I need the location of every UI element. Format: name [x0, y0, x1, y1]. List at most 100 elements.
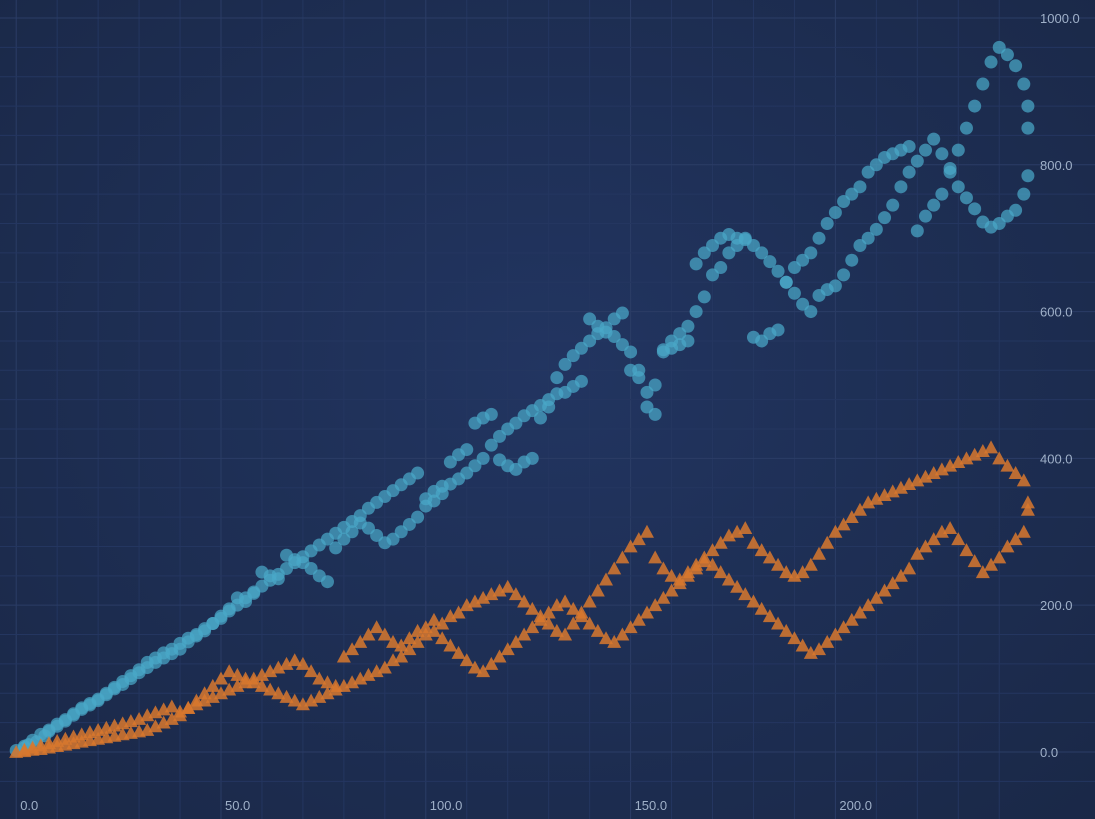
data-point-triangle — [107, 728, 122, 742]
data-point-circle — [714, 261, 728, 275]
data-point-circle — [550, 371, 564, 385]
data-point-triangle — [713, 565, 728, 579]
data-point-triangle — [803, 645, 818, 659]
data-point-circle — [820, 217, 834, 231]
data-point-triangle — [820, 535, 835, 549]
data-point-triangle — [689, 561, 704, 575]
data-point-triangle — [648, 550, 663, 564]
data-point-triangle — [730, 579, 745, 593]
data-point-circle — [771, 264, 785, 278]
data-point-circle — [247, 586, 261, 600]
data-point-triangle — [967, 554, 982, 568]
data-point-triangle — [41, 740, 56, 754]
data-point-triangle — [566, 616, 581, 630]
data-point-triangle — [1016, 473, 1031, 487]
data-point-triangle — [672, 576, 687, 590]
data-point-triangle — [902, 561, 917, 575]
data-point-triangle — [254, 678, 269, 692]
data-point-circle — [419, 499, 433, 513]
x-axis: 0.0 50.0 100.0 150.0 200.0 — [20, 798, 872, 813]
data-point-triangle — [738, 521, 753, 535]
data-point-circle — [771, 323, 785, 337]
data-point-triangle — [500, 579, 515, 593]
data-point-triangle — [869, 590, 884, 604]
data-point-circle — [493, 429, 507, 443]
data-point-circle — [910, 224, 924, 238]
data-point-triangle — [148, 719, 163, 733]
data-point-triangle — [312, 671, 327, 685]
data-point-triangle — [664, 583, 679, 597]
data-point-triangle — [377, 660, 392, 674]
y-tick-label: 400.0 — [1040, 451, 1073, 466]
data-point-triangle — [836, 517, 851, 531]
data-point-triangle — [951, 532, 966, 546]
data-point-triangle — [238, 671, 253, 685]
data-point-circle — [763, 255, 777, 269]
data-point-circle — [845, 253, 859, 267]
data-point-triangle — [787, 568, 802, 582]
data-point-circle — [648, 407, 662, 421]
data-point-triangle — [943, 458, 958, 472]
data-point-triangle — [984, 557, 999, 571]
data-point-circle — [902, 139, 916, 153]
data-point-triangle — [705, 557, 720, 571]
data-point-triangle — [549, 623, 564, 637]
data-point-circle — [959, 191, 973, 205]
data-point-circle — [632, 363, 646, 377]
data-point-triangle — [951, 455, 966, 469]
data-point-triangle — [467, 594, 482, 608]
data-point-triangle — [508, 587, 523, 601]
data-point-circle — [1017, 187, 1031, 201]
data-point-triangle — [918, 539, 933, 553]
data-point-triangle — [1008, 532, 1023, 546]
data-point-triangle — [623, 539, 638, 553]
data-point-triangle — [386, 634, 401, 648]
data-point-triangle — [402, 631, 417, 645]
data-point-triangle — [426, 623, 441, 637]
x-tick-label: 100.0 — [430, 798, 463, 813]
data-point-circle — [525, 451, 539, 465]
data-point-triangle — [869, 491, 884, 505]
x-tick-label: 200.0 — [839, 798, 872, 813]
data-point-circle — [804, 246, 818, 260]
data-point-circle — [919, 209, 933, 223]
data-point-triangle — [123, 725, 138, 739]
data-point-triangle — [394, 649, 409, 663]
data-point-triangle — [1020, 495, 1035, 509]
data-point-triangle — [459, 598, 474, 612]
data-point-triangle — [885, 576, 900, 590]
data-point-triangle — [25, 742, 40, 756]
data-point-triangle — [508, 634, 523, 648]
data-point-circle — [1021, 99, 1035, 113]
data-point-triangle — [222, 682, 237, 696]
data-point-circle — [615, 306, 629, 320]
data-point-circle — [796, 297, 810, 311]
data-point-triangle — [230, 678, 245, 692]
data-point-circle — [886, 198, 900, 212]
data-point-triangle — [140, 722, 155, 736]
data-point-triangle — [762, 609, 777, 623]
y-tick-label: 600.0 — [1040, 305, 1073, 320]
data-point-triangle — [222, 664, 237, 678]
data-point-triangle — [844, 510, 859, 524]
data-point-triangle — [1008, 466, 1023, 480]
data-point-triangle — [975, 565, 990, 579]
data-point-circle — [779, 275, 793, 289]
data-point-triangle — [99, 730, 114, 744]
data-point-triangle — [779, 623, 794, 637]
data-point-circle — [902, 165, 916, 179]
data-point-circle — [689, 305, 703, 319]
data-point-triangle — [639, 524, 654, 538]
data-point-triangle — [828, 627, 843, 641]
data-point-triangle — [549, 598, 564, 612]
data-point-triangle — [205, 678, 220, 692]
data-point-triangle — [132, 711, 147, 725]
data-point-triangle — [975, 444, 990, 457]
data-point-triangle — [353, 634, 368, 648]
data-point-triangle — [730, 524, 745, 538]
data-point-triangle — [893, 480, 908, 494]
data-point-triangle — [476, 664, 491, 678]
data-point-triangle — [607, 634, 622, 648]
data-point-triangle — [836, 620, 851, 634]
data-point-triangle — [377, 627, 392, 641]
